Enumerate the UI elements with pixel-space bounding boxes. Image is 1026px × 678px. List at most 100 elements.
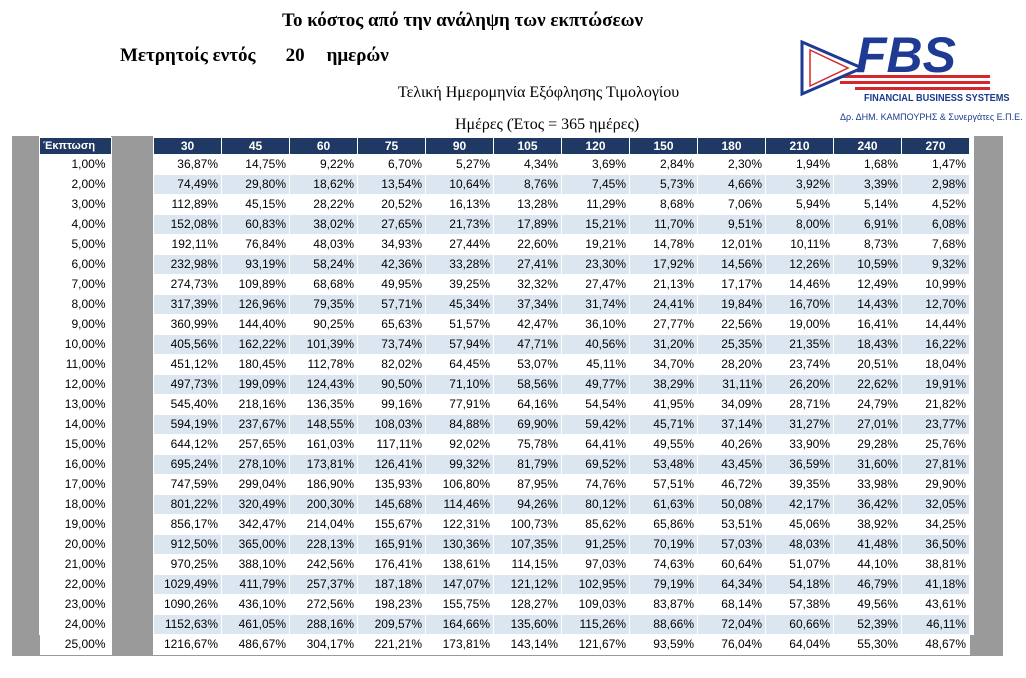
value-cell: 19,84% xyxy=(697,294,766,315)
value-cell: 85,62% xyxy=(561,514,630,535)
value-cell: 221,21% xyxy=(357,634,426,655)
discount-cell: 2,00% xyxy=(39,174,112,195)
value-cell: 27,47% xyxy=(561,274,630,295)
value-cell: 21,13% xyxy=(629,274,698,295)
value-cell: 53,51% xyxy=(697,514,766,535)
value-cell: 92,02% xyxy=(425,434,494,455)
value-cell: 115,26% xyxy=(561,614,630,635)
value-cell: 12,01% xyxy=(697,234,766,255)
value-cell: 14,44% xyxy=(901,314,970,335)
value-cell: 61,63% xyxy=(629,494,698,515)
value-cell: 52,39% xyxy=(833,614,902,635)
value-cell: 53,07% xyxy=(493,354,562,375)
value-cell: 31,20% xyxy=(629,334,698,355)
value-cell: 27,41% xyxy=(493,254,562,275)
gap-cell xyxy=(112,275,154,295)
value-cell: 9,32% xyxy=(901,254,970,275)
value-cell: 42,17% xyxy=(765,494,834,515)
value-cell: 237,67% xyxy=(221,414,290,435)
value-cell: 41,48% xyxy=(833,534,902,555)
value-cell: 84,88% xyxy=(425,414,494,435)
value-cell: 9,22% xyxy=(289,154,358,175)
value-cell: 7,06% xyxy=(697,194,766,215)
value-cell: 23,30% xyxy=(561,254,630,275)
value-cell: 60,83% xyxy=(221,214,290,235)
value-cell: 57,38% xyxy=(765,594,834,615)
value-cell: 14,75% xyxy=(221,154,290,175)
gap-cell xyxy=(112,635,154,655)
final-date-label: Τελική Ημερομηνία Εξόφλησης Τιμολογίου xyxy=(398,84,680,101)
discount-cell: 1,00% xyxy=(39,154,112,175)
value-cell: 19,21% xyxy=(561,234,630,255)
value-cell: 162,22% xyxy=(221,334,290,355)
value-cell: 49,95% xyxy=(357,274,426,295)
gap-cell xyxy=(112,255,154,275)
value-cell: 46,11% xyxy=(901,614,970,635)
discount-cell: 18,00% xyxy=(39,494,112,515)
value-cell: 126,41% xyxy=(357,454,426,475)
day-header: 90 xyxy=(425,137,494,155)
value-cell: 288,16% xyxy=(289,614,358,635)
table-row: 7,00% 274,73% 109,89% 68,68% 49,95% 39,25% 32,… xyxy=(39,274,970,295)
day-header: 75 xyxy=(357,137,426,155)
value-cell: 44,10% xyxy=(833,554,902,575)
discount-cell: 15,00% xyxy=(39,434,112,455)
value-cell: 10,64% xyxy=(425,174,494,195)
value-cell: 3,39% xyxy=(833,174,902,195)
value-cell: 58,24% xyxy=(289,254,358,275)
value-cell: 112,78% xyxy=(289,354,358,375)
value-cell: 60,64% xyxy=(697,554,766,575)
value-cell: 93,59% xyxy=(629,634,698,655)
discount-cell: 17,00% xyxy=(39,474,112,495)
value-cell: 64,45% xyxy=(425,354,494,375)
gap-cell xyxy=(112,355,154,375)
value-cell: 121,67% xyxy=(561,634,630,655)
value-cell: 27,01% xyxy=(833,414,902,435)
subtitle-days: 20 xyxy=(285,45,305,66)
value-cell: 21,73% xyxy=(425,214,494,235)
gap-cell xyxy=(112,335,154,355)
value-cell: 594,19% xyxy=(153,414,222,435)
value-cell: 218,16% xyxy=(221,394,290,415)
value-cell: 33,28% xyxy=(425,254,494,275)
value-cell: 856,17% xyxy=(153,514,222,535)
value-cell: 10,59% xyxy=(833,254,902,275)
day-header: 240 xyxy=(833,137,902,155)
value-cell: 59,42% xyxy=(561,414,630,435)
value-cell: 45,71% xyxy=(629,414,698,435)
value-cell: 200,30% xyxy=(289,494,358,515)
value-cell: 38,81% xyxy=(901,554,970,575)
value-cell: 14,56% xyxy=(697,254,766,275)
discount-cell: 3,00% xyxy=(39,194,112,215)
value-cell: 51,57% xyxy=(425,314,494,335)
value-cell: 60,66% xyxy=(765,614,834,635)
value-cell: 22,60% xyxy=(493,234,562,255)
value-cell: 40,26% xyxy=(697,434,766,455)
value-cell: 70,19% xyxy=(629,534,698,555)
value-cell: 46,79% xyxy=(833,574,902,595)
value-cell: 97,03% xyxy=(561,554,630,575)
gap-cell xyxy=(112,415,154,435)
value-cell: 147,07% xyxy=(425,574,494,595)
value-cell: 64,41% xyxy=(561,434,630,455)
value-cell: 31,11% xyxy=(697,374,766,395)
value-cell: 28,22% xyxy=(289,194,358,215)
value-cell: 38,29% xyxy=(629,374,698,395)
table-row: 25,00% 1216,67% 486,67% 304,17% 221,21% 173,8… xyxy=(39,634,970,655)
value-cell: 108,03% xyxy=(357,414,426,435)
value-cell: 57,51% xyxy=(629,474,698,495)
value-cell: 461,05% xyxy=(221,614,290,635)
value-cell: 79,19% xyxy=(629,574,698,595)
value-cell: 317,39% xyxy=(153,294,222,315)
gap-cell xyxy=(112,495,154,515)
gap-cell xyxy=(112,555,154,575)
gap-cell xyxy=(112,295,154,315)
value-cell: 107,35% xyxy=(493,534,562,555)
value-cell: 29,80% xyxy=(221,174,290,195)
value-cell: 9,51% xyxy=(697,214,766,235)
value-cell: 155,75% xyxy=(425,594,494,615)
value-cell: 99,16% xyxy=(357,394,426,415)
value-cell: 31,74% xyxy=(561,294,630,315)
value-cell: 360,99% xyxy=(153,314,222,335)
value-cell: 214,04% xyxy=(289,514,358,535)
